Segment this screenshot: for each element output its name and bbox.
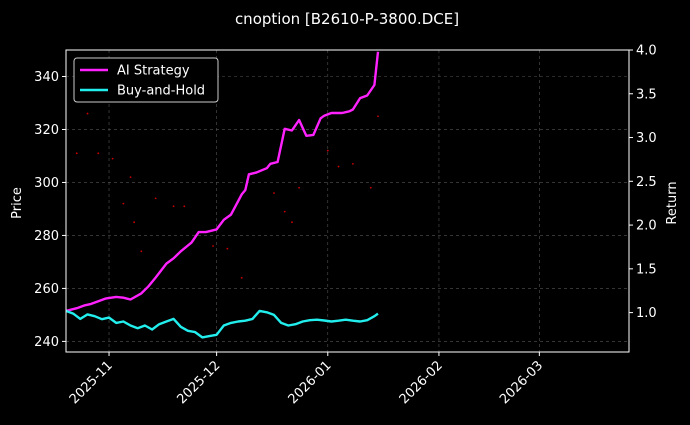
y-tick-label: 300 — [34, 176, 59, 191]
y-tick-label: 240 — [34, 335, 59, 350]
y2-tick-label: 3.0 — [636, 131, 657, 146]
y2-axis-label: Return — [665, 181, 680, 224]
trade-dot — [86, 112, 89, 115]
y-tick-label: 320 — [34, 123, 59, 138]
y-axis-left: 240 260 280 300 320 340 — [34, 70, 66, 350]
trade-dot — [172, 205, 175, 208]
trade-dot — [291, 221, 293, 224]
trade-dot — [240, 276, 243, 279]
x-tick-label: 2026-03 — [497, 358, 546, 407]
x-tick-label: 2026-01 — [286, 358, 335, 407]
trade-dot — [337, 165, 340, 168]
chart-title: cnoption [B2610-P-3800.DCE] — [235, 10, 459, 28]
trade-dot — [298, 186, 300, 189]
y-tick-label: 260 — [34, 282, 59, 297]
trade-dot — [351, 163, 354, 165]
y2-tick-label: 4.0 — [636, 44, 657, 59]
trade-dot — [326, 149, 329, 152]
trade-dot — [183, 205, 186, 208]
trade-dot — [377, 115, 379, 118]
trade-dot — [369, 186, 372, 189]
y-axis-label: Price — [10, 187, 25, 219]
y-axis-right: 1.0 1.5 2.0 2.5 3.0 3.5 4.0 — [629, 44, 657, 321]
x-tick-label: 2026-02 — [397, 358, 446, 407]
trade-dot — [283, 210, 286, 213]
y2-tick-label: 3.5 — [636, 87, 657, 102]
trade-dot — [273, 192, 275, 194]
y-tick-label: 280 — [34, 229, 59, 244]
trade-dot — [111, 157, 114, 160]
trade-dot — [212, 245, 214, 247]
y2-tick-label: 2.5 — [636, 175, 657, 190]
trade-dot — [129, 176, 132, 179]
y2-tick-label: 2.0 — [636, 219, 657, 234]
trade-dot — [122, 202, 125, 205]
trade-dots — [75, 112, 379, 279]
plot-frame — [65, 49, 630, 353]
x-axis: 2025-11 2025-12 2026-01 2026-02 2026-03 — [67, 352, 546, 407]
trade-dot — [97, 152, 100, 155]
trade-dot — [154, 197, 157, 200]
x-tick-label: 2025-12 — [174, 358, 223, 407]
series-line-ai-strategy — [65, 51, 380, 313]
series-line-buy-and-hold — [65, 309, 379, 339]
legend-label-ai-strategy: AI Strategy — [117, 64, 190, 79]
trade-dot — [226, 247, 229, 250]
trade-dot — [140, 250, 143, 253]
trade-dot — [133, 221, 136, 224]
y-tick-label: 340 — [34, 70, 59, 85]
legend: AI Strategy Buy-and-Hold — [73, 57, 219, 103]
legend-label-buy-and-hold: Buy-and-Hold — [117, 84, 205, 99]
x-tick-label: 2025-11 — [67, 358, 116, 407]
grid-lines — [66, 50, 629, 352]
legend-box — [73, 57, 219, 103]
y2-tick-label: 1.0 — [636, 306, 657, 321]
trade-dot — [75, 152, 78, 155]
y2-tick-label: 1.5 — [636, 262, 657, 277]
series-lines — [65, 51, 380, 339]
